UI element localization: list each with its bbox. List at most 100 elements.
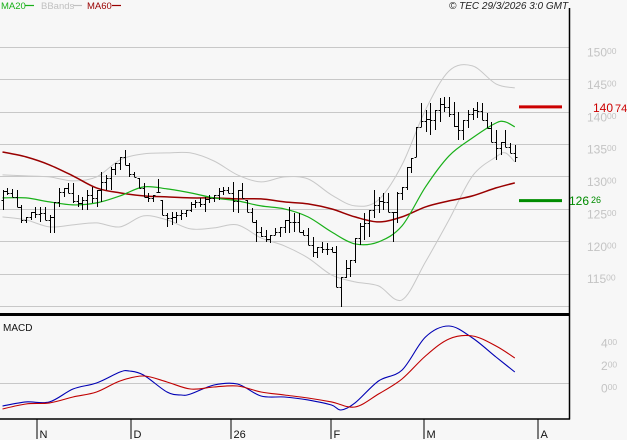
ohlc-bar: [339, 276, 344, 307]
price-indicator-lines: [2, 64, 516, 302]
ohlc-bar: [287, 206, 292, 233]
ohlc-bar: [62, 187, 67, 197]
ohlc-bar: [250, 207, 255, 224]
ohlc-bar: [146, 192, 151, 202]
ohlc-bar: [485, 112, 490, 130]
ohlc-bar: [33, 206, 38, 218]
ohlc-bar: [278, 226, 283, 237]
ohlc-bar: [344, 259, 349, 279]
macd-axis: 400 200 000: [601, 337, 617, 396]
copyright-timestamp: © TEC 29/3/2026 3:0 GMT: [449, 1, 569, 12]
ohlc-bar: [221, 186, 226, 195]
ohlc-bar: [461, 119, 466, 140]
ohlc-bar: [66, 182, 71, 195]
ohlc-bar: [480, 102, 485, 122]
ohlc-bar: [419, 102, 424, 129]
ohlc-bar: [367, 209, 372, 237]
ohlc-bar: [297, 212, 302, 234]
resistance-level-label: 140 74: [593, 101, 627, 115]
ohlc-bar: [330, 246, 335, 254]
ohlc-bar: [48, 214, 53, 233]
ohlc-bar: [24, 216, 29, 223]
ma60-line: [2, 151, 515, 223]
bbands-lower-line: [2, 152, 516, 302]
price-level-markers: [519, 105, 562, 203]
ohlc-bar: [184, 209, 189, 217]
ohlc-bar: [118, 156, 123, 170]
ohlc-bar: [362, 212, 367, 240]
price-gridlines: [0, 47, 569, 307]
ohlc-bar: [353, 237, 358, 263]
ohlc-bar: [409, 157, 414, 173]
ohlc-bar: [29, 211, 34, 220]
ohlc-bar: [236, 189, 241, 213]
price-axis-label: 15000: [587, 46, 617, 60]
ohlc-bar: [442, 96, 447, 112]
legend: MA20 BBands MA60: [1, 1, 121, 12]
ohlc-bar: [71, 182, 76, 203]
macd-panel-title: MACD: [3, 323, 32, 334]
ohlc-bar: [156, 178, 161, 194]
signal-line: [2, 334, 516, 410]
x-tick-label: F: [334, 429, 341, 440]
ohlc-bar: [405, 166, 410, 190]
ohlc-bar: [43, 206, 48, 222]
ohlc-bar: [217, 187, 222, 200]
x-tick-label: M: [427, 429, 436, 440]
ohlc-bar: [428, 102, 433, 135]
ohlc-bar: [311, 236, 316, 257]
panel-divider: [0, 313, 569, 316]
ohlc-bar: [489, 121, 494, 144]
ohlc-bar: [113, 162, 118, 175]
ohlc-bar: [306, 227, 311, 247]
ohlc-bar: [433, 109, 438, 130]
ohlc-bar: [264, 229, 269, 242]
legend-ma20-label: MA20: [1, 1, 26, 12]
ohlc-bar: [240, 182, 245, 200]
ohlc-bar: [301, 229, 306, 237]
legend-ma60-label: MA60: [87, 1, 112, 12]
ohlc-bar: [292, 212, 297, 232]
ohlc-bar: [245, 199, 250, 214]
ohlc-bar: [475, 101, 480, 118]
ohlc-bar: [513, 144, 518, 162]
ohlc-bar: [109, 166, 114, 190]
ohlc-bar: [273, 227, 278, 237]
price-axis-label: 12500: [587, 207, 617, 221]
ohlc-bar: [391, 211, 396, 242]
ohlc-bar: [358, 222, 363, 245]
ohlc-bar: [127, 162, 132, 177]
ohlc-bar: [320, 241, 325, 253]
ohlc-bar: [123, 149, 128, 167]
price-axis: 15000 14500 14000 13500 13000 12500 1200…: [587, 46, 617, 287]
ohlc-bar: [90, 186, 95, 203]
ohlc-bar: [377, 196, 382, 213]
ohlc-bar: [19, 204, 24, 223]
x-tick-label: N: [40, 429, 48, 440]
ohlc-bar: [456, 111, 461, 140]
ma20-line: [2, 120, 516, 246]
ohlc-bar: [10, 188, 15, 199]
ohlc-bar: [95, 189, 100, 207]
macd-lines: [2, 325, 516, 411]
x-tick-label: A: [541, 429, 549, 440]
ohlc-bar: [170, 211, 175, 225]
ohlc-bar: [400, 186, 405, 200]
macd-axis-label: 200: [601, 359, 617, 373]
macd-line: [2, 325, 516, 411]
ohlc-bars: [1, 96, 518, 307]
ohlc-bar: [414, 126, 419, 159]
ohlc-bar: [494, 129, 499, 160]
ohlc-bar: [1, 189, 6, 210]
ohlc-bar: [52, 201, 57, 233]
ohlc-bar: [165, 212, 170, 227]
ohlc-bar: [38, 206, 43, 222]
ohlc-bar: [203, 196, 208, 212]
ohlc-bar: [174, 211, 179, 223]
macd-axis-label: 000: [601, 382, 617, 396]
ohlc-bar: [466, 109, 471, 128]
ohlc-bar: [193, 199, 198, 208]
ohlc-bar: [15, 189, 20, 209]
ohlc-bar: [386, 192, 391, 214]
support-level-label: 126 26: [569, 194, 601, 208]
